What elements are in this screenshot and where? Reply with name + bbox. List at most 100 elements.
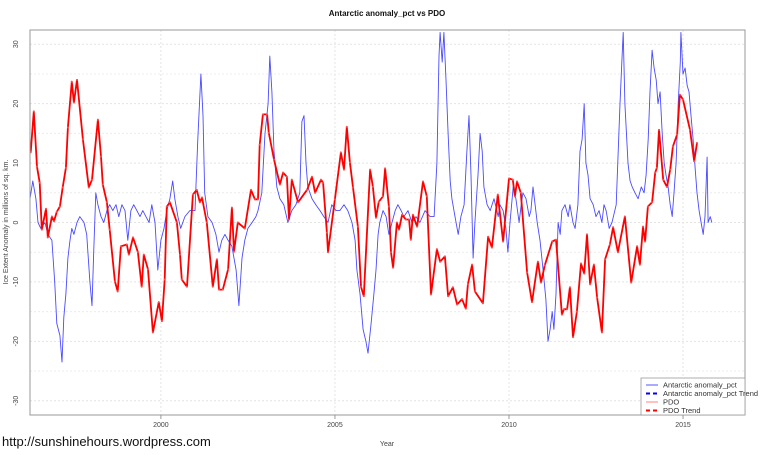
x-axis-label: Year bbox=[380, 441, 395, 448]
grid bbox=[30, 30, 745, 415]
pdo-trend-point bbox=[409, 238, 412, 241]
x-tick-label: 2005 bbox=[327, 422, 343, 429]
pdo-trend-point bbox=[596, 296, 599, 299]
pdo-trend-point bbox=[70, 80, 73, 83]
pdo-trend-point bbox=[253, 198, 256, 201]
plot-frame bbox=[29, 29, 746, 416]
pdo-trend-point bbox=[644, 240, 647, 243]
pdo-trend-point bbox=[180, 278, 183, 281]
pdo-trend-point bbox=[258, 143, 261, 146]
pdo-trend-point bbox=[616, 251, 619, 254]
pdo-trend-point bbox=[473, 290, 476, 293]
pdo-trend-point bbox=[243, 227, 246, 230]
y-tick-label: -10 bbox=[13, 277, 20, 287]
pdo-trend-point bbox=[592, 263, 595, 266]
pdo-trend-point bbox=[267, 131, 270, 134]
pdo-trend-point bbox=[230, 206, 233, 209]
pdo-trend-point bbox=[147, 268, 150, 271]
pdo-trend-point bbox=[375, 216, 378, 219]
pdo-trend-point bbox=[132, 236, 135, 239]
y-tick-label: -20 bbox=[13, 336, 20, 346]
pdo-trend-point bbox=[655, 166, 658, 169]
pdo-trend-point bbox=[369, 168, 372, 171]
pdo-trend-point bbox=[282, 171, 285, 174]
pdo-trend-point bbox=[381, 195, 384, 198]
pdo-trend-point bbox=[630, 281, 633, 284]
pdo-trend-point bbox=[53, 220, 56, 223]
pdo-trend-point bbox=[676, 133, 679, 136]
y-tick-label: 30 bbox=[13, 40, 20, 48]
pdo-trend-point bbox=[460, 298, 463, 301]
pdo-trend-point bbox=[66, 126, 69, 129]
pdo-trend-point bbox=[273, 158, 276, 161]
pdo-trend-point bbox=[526, 271, 529, 274]
pdo-trend-point bbox=[646, 205, 649, 208]
pdo-trend-point bbox=[439, 260, 442, 263]
pdo-trend-point bbox=[392, 266, 395, 269]
pdo-trend-point bbox=[179, 253, 182, 256]
pdo-trend-point bbox=[45, 207, 48, 210]
pdo-trend-point bbox=[55, 210, 58, 213]
pdo-trend-point bbox=[168, 201, 171, 204]
pdo-trend-point bbox=[397, 228, 400, 231]
pdo-trend-point bbox=[430, 293, 433, 296]
pdo-trend-point bbox=[72, 101, 75, 104]
pdo-trend-point bbox=[136, 251, 139, 254]
pdo-trend-point bbox=[682, 98, 685, 101]
pdo-trend-point bbox=[320, 178, 323, 181]
legend-label: Antarctic anomaly_pct Trend bbox=[663, 389, 758, 398]
pdo-trend-point bbox=[211, 285, 214, 288]
x-tick-label: 2000 bbox=[153, 422, 169, 429]
pdo-trend-point bbox=[511, 178, 514, 181]
pdo-trend-point bbox=[116, 290, 119, 293]
pdo-trend-point bbox=[218, 288, 221, 291]
pdo-trend-point bbox=[572, 336, 575, 339]
pdo-trend-point bbox=[568, 286, 571, 289]
pdo-trend-point bbox=[257, 198, 260, 201]
pdo-trend-point bbox=[401, 213, 404, 216]
pdo-trend-point bbox=[64, 166, 67, 169]
pdo-trend-point bbox=[377, 200, 380, 203]
pdo-trend-point bbox=[585, 233, 588, 236]
pdo-trend-point bbox=[608, 243, 611, 246]
pdo-trend-point bbox=[695, 141, 698, 144]
pdo-trend-point bbox=[195, 188, 198, 191]
pdo-trend-point bbox=[543, 264, 546, 267]
pdo-trend-point bbox=[100, 155, 103, 158]
pdo-trend-point bbox=[221, 288, 224, 291]
pdo-trend-point bbox=[227, 268, 230, 271]
pdo-trend-point bbox=[127, 253, 130, 256]
pdo-trend-point bbox=[200, 196, 203, 199]
pdo-trend-point bbox=[46, 236, 49, 239]
pdo-trend-point bbox=[290, 178, 293, 181]
pdo-trend-point bbox=[471, 263, 474, 266]
pdo-trend-point bbox=[651, 201, 654, 204]
pdo-trend-point bbox=[536, 260, 539, 263]
pdo-trend-point bbox=[75, 78, 78, 81]
series-line-pdo-trend bbox=[29, 79, 698, 339]
pdo-trend-point bbox=[333, 198, 336, 201]
pdo-trend-point bbox=[435, 248, 438, 251]
pdo-trend-point bbox=[515, 180, 518, 183]
pdo-trend-point bbox=[638, 263, 641, 266]
pdo-trend-point bbox=[443, 255, 446, 258]
pdo-trend-point bbox=[693, 160, 696, 163]
pdo-trend-point bbox=[205, 221, 208, 224]
pdo-trend-point bbox=[530, 301, 533, 304]
pdo-trend-point bbox=[339, 151, 342, 154]
pdo-trend-point bbox=[612, 226, 615, 229]
pdo-trend-point bbox=[360, 285, 363, 288]
y-axis: -30 -20 -10 0 10 20 30 bbox=[13, 40, 20, 406]
pdo-trend-point bbox=[589, 283, 592, 286]
pdo-trend-point bbox=[250, 188, 253, 191]
pdo-trend-point bbox=[654, 171, 657, 174]
pdo-trend-point bbox=[266, 113, 269, 116]
pdo-trend-point bbox=[636, 245, 639, 248]
pdo-trend-point bbox=[466, 283, 469, 286]
pdo-trend-point bbox=[689, 128, 691, 131]
pdo-trend-point bbox=[185, 285, 188, 288]
watermark-url: http://sunshinehours.wordpress.com bbox=[2, 434, 211, 449]
pdo-trend-point bbox=[125, 243, 128, 246]
pdo-trend-point bbox=[32, 110, 35, 113]
pdo-trend-point bbox=[325, 231, 328, 234]
